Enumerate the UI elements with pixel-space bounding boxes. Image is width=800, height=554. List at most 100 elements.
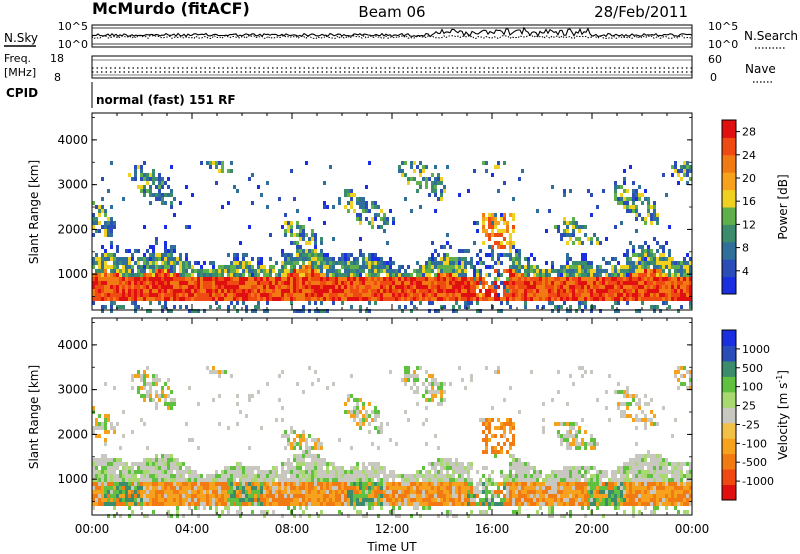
- heatmap-cell: [158, 257, 161, 261]
- heatmap-cell: [191, 490, 194, 494]
- heatmap-cell: [161, 494, 164, 498]
- heatmap-cell: [281, 293, 284, 297]
- heatmap-cell: [425, 442, 428, 446]
- heatmap-cell: [539, 498, 542, 502]
- heatmap-cell: [683, 281, 686, 285]
- heatmap-cell: [542, 486, 545, 490]
- heatmap-cell: [512, 426, 515, 430]
- heatmap-cell: [137, 285, 140, 289]
- heatmap-cell: [389, 470, 392, 474]
- heatmap-cell: [215, 498, 218, 502]
- heatmap-cell: [590, 241, 593, 245]
- heatmap-cell: [533, 277, 536, 281]
- heatmap-cell: [107, 293, 110, 297]
- heatmap-cell: [341, 466, 344, 470]
- heatmap-cell: [566, 289, 569, 293]
- heatmap-cell: [272, 494, 275, 498]
- heatmap-cell: [125, 289, 128, 293]
- heatmap-cell: [398, 474, 401, 478]
- heatmap-cell: [575, 285, 578, 289]
- heatmap-cell: [110, 293, 113, 297]
- heatmap-cell: [95, 474, 98, 478]
- heatmap-cell: [623, 277, 626, 281]
- heatmap-cell: [110, 221, 113, 225]
- heatmap-cell: [197, 289, 200, 293]
- heatmap-cell: [356, 297, 359, 301]
- heatmap-cell: [398, 498, 401, 502]
- heatmap-cell: [155, 378, 158, 382]
- heatmap-cell: [227, 309, 230, 313]
- heatmap-cell: [593, 273, 596, 277]
- heatmap-cell: [557, 273, 560, 277]
- heatmap-cell: [197, 490, 200, 494]
- heatmap-cell: [458, 494, 461, 498]
- heatmap-cell: [506, 486, 509, 490]
- heatmap-cell: [542, 281, 545, 285]
- heatmap-cell: [224, 289, 227, 293]
- heatmap-cell: [623, 273, 626, 277]
- heatmap-cell: [311, 474, 314, 478]
- heatmap-cell: [314, 370, 317, 374]
- heatmap-cell: [206, 490, 209, 494]
- heatmap-cell: [674, 285, 677, 289]
- y-tick-label: 1000: [57, 267, 88, 281]
- heatmap-cell: [149, 382, 152, 386]
- heatmap-cell: [125, 265, 128, 269]
- heatmap-cell: [152, 173, 155, 177]
- heatmap-cell: [338, 197, 341, 201]
- heatmap-cell: [365, 273, 368, 277]
- heatmap-cell: [146, 257, 149, 261]
- heatmap-cell: [653, 281, 656, 285]
- heatmap-cell: [296, 269, 299, 273]
- heatmap-cell: [407, 281, 410, 285]
- heatmap-cell: [188, 281, 191, 285]
- heatmap-cell: [368, 253, 371, 257]
- heatmap-cell: [632, 189, 635, 193]
- heatmap-cell: [425, 165, 428, 169]
- heatmap-cell: [635, 253, 638, 257]
- heatmap-cell: [656, 293, 659, 297]
- heatmap-cell: [302, 269, 305, 273]
- heatmap-cell: [104, 265, 107, 269]
- heatmap-cell: [677, 281, 680, 285]
- heatmap-cell: [398, 265, 401, 269]
- heatmap-cell: [380, 289, 383, 293]
- heatmap-cell: [134, 374, 137, 378]
- heatmap-cell: [674, 161, 677, 165]
- heatmap-cell: [332, 301, 335, 305]
- heatmap-cell: [671, 265, 674, 269]
- heatmap-cell: [209, 293, 212, 297]
- heatmap-cell: [437, 177, 440, 181]
- heatmap-cell: [464, 482, 467, 486]
- heatmap-cell: [512, 281, 515, 285]
- heatmap-cell: [191, 285, 194, 289]
- heatmap-cell: [440, 269, 443, 273]
- heatmap-cell: [350, 482, 353, 486]
- heatmap-cell: [305, 474, 308, 478]
- heatmap-cell: [371, 482, 374, 486]
- heatmap-cell: [281, 470, 284, 474]
- heatmap-cell: [281, 370, 284, 374]
- heatmap-cell: [557, 281, 560, 285]
- heatmap-cell: [455, 273, 458, 277]
- heatmap-cell: [443, 398, 446, 402]
- heatmap-cell: [380, 261, 383, 265]
- heatmap-cell: [317, 442, 320, 446]
- heatmap-cell: [254, 486, 257, 490]
- heatmap-cell: [332, 486, 335, 490]
- heatmap-cell: [335, 478, 338, 482]
- heatmap-cell: [236, 289, 239, 293]
- heatmap-cell: [572, 269, 575, 273]
- heatmap-cell: [449, 462, 452, 466]
- heatmap-cell: [107, 297, 110, 301]
- heatmap-cell: [101, 289, 104, 293]
- heatmap-cell: [416, 494, 419, 498]
- heatmap-cell: [359, 502, 362, 506]
- heatmap-cell: [479, 490, 482, 494]
- heatmap-cell: [113, 426, 116, 430]
- heatmap-cell: [233, 285, 236, 289]
- heatmap-cell: [389, 293, 392, 297]
- heatmap-cell: [113, 273, 116, 277]
- heatmap-cell: [392, 502, 395, 506]
- heatmap-cell: [161, 289, 164, 293]
